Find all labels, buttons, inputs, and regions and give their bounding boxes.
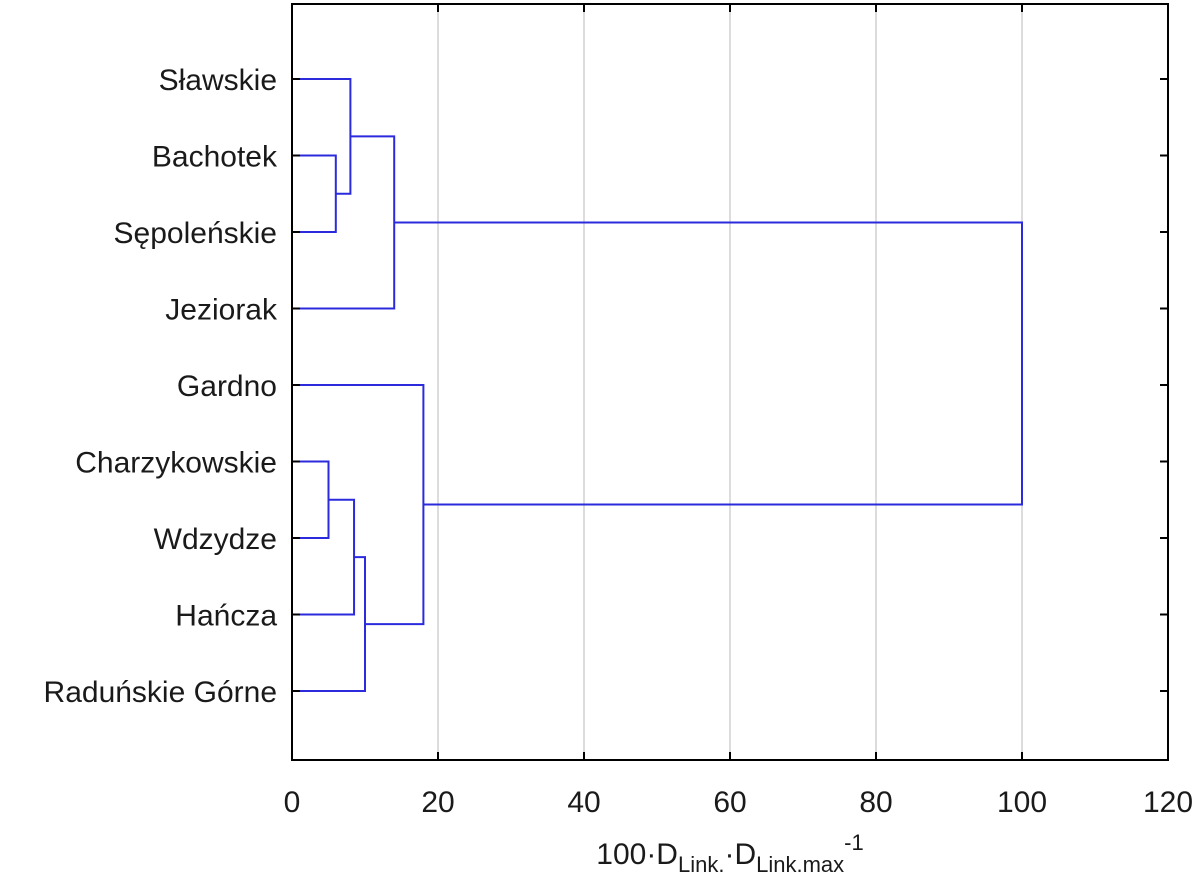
- x-tick-label: 100: [997, 786, 1047, 819]
- leaf-label: Bachotek: [152, 141, 278, 174]
- x-axis-label-prefix: 100·D: [596, 838, 678, 871]
- dendrogram-link: [292, 460, 330, 539]
- dendrogram-links: [292, 78, 1023, 692]
- dendrogram-link: [394, 221, 1023, 506]
- leaf-label: Hańcza: [175, 600, 277, 633]
- leaf-labels: Sławskie Bachotek Sępoleńskie Jeziorak Gardn…: [44, 64, 278, 709]
- leaf-label: Gardno: [177, 370, 277, 403]
- x-axis-label-sub1: Link.: [678, 852, 724, 877]
- x-tick-label: 120: [1143, 786, 1193, 819]
- x-axis-label-sub2: Link.max: [756, 852, 844, 877]
- dendrogram-link: [292, 135, 396, 310]
- x-tick-label: 40: [567, 786, 600, 819]
- dendrogram-link: [292, 384, 425, 626]
- x-axis-label-middle: ·D: [724, 838, 756, 871]
- x-axis-label-sup: -1: [844, 830, 864, 855]
- x-tick-labels: 0 20 40 60 80 100 120: [284, 786, 1193, 819]
- axis-ticks: [291, 4, 1169, 760]
- leaf-label: Wdzydze: [154, 523, 277, 556]
- leaf-label: Charzykowskie: [75, 447, 277, 480]
- x-tick-label: 20: [421, 786, 454, 819]
- leaf-label: Sępoleńskie: [114, 217, 277, 250]
- x-axis-label: 100·DLink.·DLink.max-1: [596, 830, 863, 877]
- x-tick-label: 80: [859, 786, 892, 819]
- dendrogram-link: [292, 498, 356, 616]
- x-tick-label: 60: [713, 786, 746, 819]
- dendrogram-link: [292, 78, 352, 195]
- dendrogram-link: [292, 154, 337, 233]
- leaf-label: Raduńskie Górne: [44, 676, 277, 709]
- x-tick-label: 0: [284, 786, 301, 819]
- grid-lines: [437, 4, 1023, 760]
- leaf-label: Jeziorak: [165, 294, 278, 327]
- leaf-label: Sławskie: [159, 64, 277, 97]
